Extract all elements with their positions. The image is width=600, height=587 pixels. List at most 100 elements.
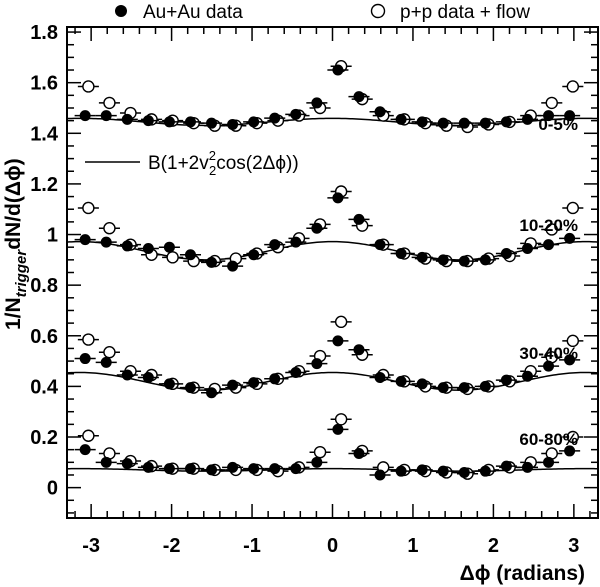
x-tick-label: -3 — [82, 535, 100, 557]
au-au-point — [248, 377, 260, 389]
curve-legend-prefix: B(1+2v — [148, 153, 209, 174]
au-au-point — [500, 374, 512, 386]
au-au-point — [353, 344, 365, 356]
au-au-point — [100, 236, 112, 248]
au-au-point — [142, 242, 154, 254]
au-au-point — [248, 116, 260, 128]
au-au-point — [374, 469, 386, 481]
pp-flow-point — [545, 96, 558, 110]
au-au-point — [269, 112, 281, 124]
au-au-point — [100, 356, 112, 368]
au-au-point — [500, 248, 512, 260]
pp-flow-point — [566, 201, 580, 215]
au-au-point — [521, 242, 533, 254]
au-au-point — [290, 236, 302, 248]
au-au-point — [353, 91, 365, 103]
y-tick-label: 1 — [47, 225, 58, 247]
au-au-point — [142, 372, 154, 384]
au-au-point — [374, 239, 386, 251]
au-au-point — [332, 423, 344, 435]
au-au-point — [332, 335, 344, 347]
au-au-point — [374, 372, 386, 384]
au-au-point — [479, 465, 491, 477]
pp-flow-point — [566, 334, 580, 348]
y-tick-label: 0 — [47, 478, 58, 500]
y-tick-label: 1.8 — [30, 22, 58, 44]
au-au-point — [458, 466, 470, 478]
au-au-point — [142, 461, 154, 473]
pp-flow-point — [103, 96, 116, 110]
legend-marker-filled — [115, 5, 127, 17]
au-au-point — [121, 369, 133, 381]
au-au-point — [543, 456, 555, 468]
au-au-point — [79, 444, 91, 456]
au-au-point — [121, 240, 133, 252]
au-au-point — [227, 260, 239, 272]
au-au-point — [543, 239, 555, 251]
x-tick-label: 0 — [327, 535, 338, 557]
au-au-point — [311, 358, 323, 370]
pp-flow-point — [82, 201, 95, 215]
au-au-point — [269, 373, 281, 385]
pp-flow-point — [334, 413, 348, 426]
pp-flow-point — [82, 429, 95, 442]
centrality-label: 60-80% — [519, 430, 578, 449]
au-au-point — [206, 464, 218, 476]
au-au-point — [100, 456, 112, 468]
curve-legend-text: B(1+2v2 2cos(2Δϕ)) — [148, 148, 299, 178]
au-au-point — [311, 222, 323, 234]
au-au-point — [79, 110, 91, 122]
au-au-point — [163, 241, 175, 253]
au-au-point — [564, 445, 576, 457]
flow-curves — [66, 117, 599, 472]
au-au-point — [416, 116, 428, 128]
y-axis-title: 1/NtriggerdN/d(Δϕ) — [2, 158, 30, 330]
au-au-point — [374, 106, 386, 118]
au-au-point — [564, 110, 576, 122]
y-tick-label: 0.2 — [30, 427, 58, 449]
au-au-point — [521, 461, 533, 473]
curve-legend-suffix: cos(2Δϕ)) — [216, 153, 298, 174]
au-au-point — [269, 463, 281, 475]
au-au-point — [353, 447, 365, 459]
au-au-point — [184, 382, 196, 394]
au-au-point — [500, 116, 512, 128]
au-au-point — [395, 465, 407, 477]
au-au-point — [395, 248, 407, 260]
au-au-point — [227, 461, 239, 473]
annotations: Δϕ (radians) 1/NtriggerdN/d(Δϕ) 0-5% 10-20%… — [2, 115, 585, 585]
au-au-point — [227, 118, 239, 130]
au-au-point — [479, 254, 491, 266]
au-au-point — [142, 115, 154, 127]
au-au-point — [290, 463, 302, 475]
au-au-point — [416, 251, 428, 263]
au-au-point — [184, 116, 196, 128]
au-au-point — [458, 382, 470, 394]
au-au-point — [163, 463, 175, 475]
au-au-point — [543, 110, 555, 122]
y-tick-label: 0.4 — [30, 376, 59, 398]
pp-flow-point — [82, 333, 95, 346]
au-au-point — [79, 353, 91, 365]
au-au-point — [458, 117, 470, 129]
au-au-point — [395, 113, 407, 125]
au-au-point — [206, 117, 218, 129]
au-au-point — [353, 213, 365, 225]
au-au-point — [227, 379, 239, 391]
pp-flow-point — [166, 251, 179, 264]
au-au-point — [79, 234, 91, 246]
y-tick-label: 1.6 — [30, 73, 58, 95]
x-tick-label: -2 — [163, 535, 181, 557]
y-tick-label: 0.8 — [30, 275, 58, 297]
au-au-point — [206, 387, 218, 399]
au-au-point — [479, 380, 491, 392]
pp-flow-point — [82, 80, 95, 93]
x-tick-label: 3 — [568, 535, 579, 557]
plot-frame — [66, 26, 599, 519]
au-au-point — [311, 97, 323, 109]
pp-flow-point — [313, 445, 327, 459]
legend-marker-open — [370, 3, 386, 19]
plot-border — [66, 26, 599, 519]
au-au-point — [290, 366, 302, 378]
